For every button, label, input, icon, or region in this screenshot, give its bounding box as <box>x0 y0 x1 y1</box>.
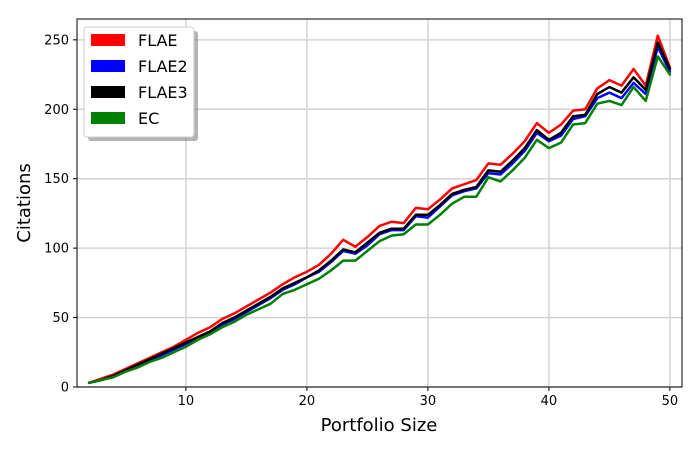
series-lines <box>87 34 672 385</box>
y-tick-label: 150 <box>44 172 69 187</box>
y-tick-label: 200 <box>44 103 69 118</box>
legend-swatch-flae3 <box>91 86 125 98</box>
y-tick-label: 100 <box>44 242 69 257</box>
legend-label-flae2: FLAE2 <box>138 57 188 76</box>
legend-items: FLAE FLAE2 FLAE3 EC <box>91 31 188 128</box>
series-line-ec <box>87 55 672 385</box>
y-tick-label: 50 <box>52 311 69 326</box>
series-line-flae3 <box>87 41 672 385</box>
plot-frame <box>76 18 683 388</box>
x-tick-label: 30 <box>420 394 437 409</box>
legend: FLAE FLAE2 FLAE3 EC <box>83 26 198 141</box>
x-tick-label: 40 <box>541 394 558 409</box>
x-tick-label: 50 <box>662 394 679 409</box>
legend-swatch-flae <box>91 34 125 46</box>
y-axis-label: Citations <box>14 163 35 243</box>
legend-swatch-ec <box>91 112 125 124</box>
x-tick-label: 10 <box>178 394 195 409</box>
y-tick-label: 0 <box>61 381 69 396</box>
legend-box <box>83 26 195 138</box>
x-tick-label: 20 <box>299 394 316 409</box>
legend-label-flae: FLAE <box>138 31 178 50</box>
legend-label-ec: EC <box>138 109 159 128</box>
x-axis-label: Portfolio Size <box>321 415 438 436</box>
legend-swatch-flae2 <box>91 60 125 72</box>
y-tick-label: 250 <box>44 33 69 48</box>
series-line-flae <box>87 34 672 385</box>
x-axis-ticks: 10 20 30 40 50 <box>178 387 679 409</box>
legend-label-flae3: FLAE3 <box>138 83 188 102</box>
y-axis-ticks: 0 50 100 150 200 250 <box>44 33 77 396</box>
